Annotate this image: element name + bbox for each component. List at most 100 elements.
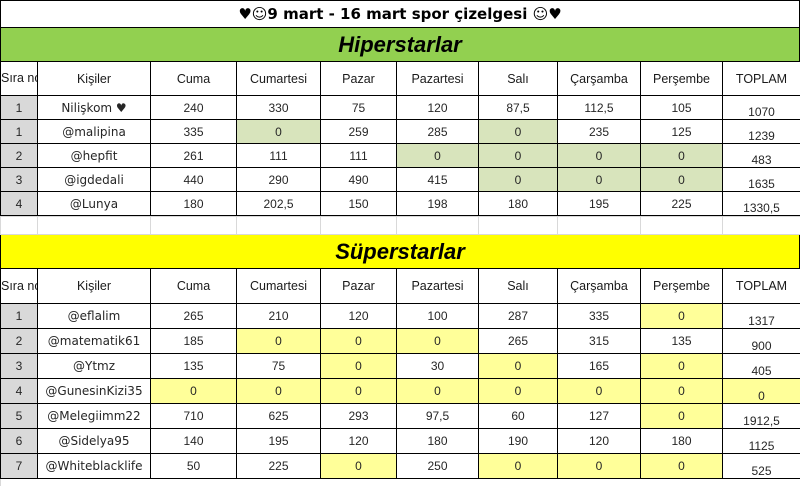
- column-header-pazar[interactable]: Pazar: [320, 61, 397, 96]
- day-value-cell[interactable]: 490: [320, 167, 397, 192]
- column-header-pazartesi[interactable]: Pazartesi: [396, 61, 479, 96]
- person-name-cell[interactable]: @Lunya: [37, 191, 151, 216]
- day-value-cell[interactable]: 111: [236, 143, 321, 168]
- row-number-cell[interactable]: 4: [0, 378, 38, 404]
- column-header-toplam[interactable]: TOPLAM: [722, 268, 800, 304]
- day-value-cell[interactable]: 710: [150, 403, 237, 429]
- day-value-cell[interactable]: 105: [640, 95, 723, 120]
- column-header-carsamba[interactable]: Çarşamba: [557, 268, 641, 304]
- day-value-cell[interactable]: 0: [320, 353, 397, 379]
- person-name-cell[interactable]: @hepfit: [37, 143, 151, 168]
- day-value-cell[interactable]: 0: [478, 353, 558, 379]
- column-header-sali[interactable]: Salı: [478, 61, 558, 96]
- day-value-cell[interactable]: 225: [640, 191, 723, 216]
- day-value-cell[interactable]: 0: [640, 167, 723, 192]
- day-value-cell[interactable]: 180: [478, 191, 558, 216]
- row-number-cell[interactable]: 7: [0, 453, 38, 479]
- column-header-persembe[interactable]: Perşembe: [640, 61, 723, 96]
- day-value-cell[interactable]: 0: [478, 378, 558, 404]
- day-value-cell[interactable]: 180: [396, 428, 479, 454]
- day-value-cell[interactable]: 185: [150, 328, 237, 354]
- column-header-sira-no[interactable]: Sıra no: [0, 268, 38, 304]
- column-header-kisiler[interactable]: Kişiler: [37, 61, 151, 96]
- day-value-cell[interactable]: 0: [396, 378, 479, 404]
- day-value-cell[interactable]: 0: [640, 303, 723, 329]
- column-header-kisiler[interactable]: Kişiler: [37, 268, 151, 304]
- day-value-cell[interactable]: 0: [478, 143, 558, 168]
- day-value-cell[interactable]: 0: [236, 119, 321, 144]
- day-value-cell[interactable]: 265: [150, 303, 237, 329]
- day-value-cell[interactable]: 150: [320, 191, 397, 216]
- day-value-cell[interactable]: 97,5: [396, 403, 479, 429]
- column-header-carsamba[interactable]: Çarşamba: [557, 61, 641, 96]
- total-cell[interactable]: 405: [722, 353, 800, 379]
- day-value-cell[interactable]: 293: [320, 403, 397, 429]
- day-value-cell[interactable]: 225: [236, 453, 321, 479]
- person-name-cell[interactable]: @GunesinKizi35: [37, 378, 151, 404]
- day-value-cell[interactable]: 0: [557, 453, 641, 479]
- row-number-cell[interactable]: 2: [0, 328, 38, 354]
- row-number-cell[interactable]: 1: [0, 303, 38, 329]
- day-value-cell[interactable]: 0: [640, 378, 723, 404]
- day-value-cell[interactable]: 60: [478, 403, 558, 429]
- column-header-toplam[interactable]: TOPLAM: [722, 61, 800, 96]
- day-value-cell[interactable]: 250: [396, 453, 479, 479]
- total-cell[interactable]: 483: [722, 143, 800, 168]
- day-value-cell[interactable]: 0: [640, 353, 723, 379]
- person-name-cell[interactable]: @igdedali: [37, 167, 151, 192]
- column-header-cumartesi[interactable]: Cumartesi: [236, 61, 321, 96]
- day-value-cell[interactable]: 330: [236, 95, 321, 120]
- row-number-cell[interactable]: 4: [0, 191, 38, 216]
- day-value-cell[interactable]: 440: [150, 167, 237, 192]
- day-value-cell[interactable]: 120: [320, 428, 397, 454]
- day-value-cell[interactable]: 335: [557, 303, 641, 329]
- total-cell[interactable]: 525: [722, 453, 800, 479]
- day-value-cell[interactable]: 111: [320, 143, 397, 168]
- total-cell[interactable]: 1317: [722, 303, 800, 329]
- day-value-cell[interactable]: 0: [557, 143, 641, 168]
- section-banner-superstarlar[interactable]: Süperstarlar: [0, 235, 800, 268]
- day-value-cell[interactable]: 165: [557, 353, 641, 379]
- day-value-cell[interactable]: 120: [396, 95, 479, 120]
- day-value-cell[interactable]: 87,5: [478, 95, 558, 120]
- person-name-cell[interactable]: @Sidelya95: [37, 428, 151, 454]
- column-header-cuma[interactable]: Cuma: [150, 61, 237, 96]
- column-header-pazartesi[interactable]: Pazartesi: [396, 268, 479, 304]
- day-value-cell[interactable]: 0: [396, 328, 479, 354]
- day-value-cell[interactable]: 50: [150, 453, 237, 479]
- day-value-cell[interactable]: 120: [320, 303, 397, 329]
- total-cell[interactable]: 1070: [722, 95, 800, 120]
- column-header-cumartesi[interactable]: Cumartesi: [236, 268, 321, 304]
- day-value-cell[interactable]: 235: [557, 119, 641, 144]
- total-cell[interactable]: 0: [722, 378, 800, 404]
- day-value-cell[interactable]: 0: [396, 143, 479, 168]
- person-name-cell[interactable]: @matematik61: [37, 328, 151, 354]
- day-value-cell[interactable]: 202,5: [236, 191, 321, 216]
- column-header-persembe[interactable]: Perşembe: [640, 268, 723, 304]
- person-name-cell[interactable]: Nilişkom ♥: [37, 95, 151, 120]
- row-number-cell[interactable]: 3: [0, 167, 38, 192]
- day-value-cell[interactable]: 285: [396, 119, 479, 144]
- day-value-cell[interactable]: 75: [320, 95, 397, 120]
- day-value-cell[interactable]: 0: [150, 378, 237, 404]
- day-value-cell[interactable]: 0: [320, 328, 397, 354]
- person-name-cell[interactable]: @Whiteblacklife: [37, 453, 151, 479]
- day-value-cell[interactable]: 125: [640, 119, 723, 144]
- column-header-sira-no[interactable]: Sıra no: [0, 61, 38, 96]
- person-name-cell[interactable]: @malipina: [37, 119, 151, 144]
- day-value-cell[interactable]: 265: [478, 328, 558, 354]
- row-number-cell[interactable]: 1: [0, 95, 38, 120]
- day-value-cell[interactable]: 135: [150, 353, 237, 379]
- day-value-cell[interactable]: 0: [640, 453, 723, 479]
- total-cell[interactable]: 1239: [722, 119, 800, 144]
- row-number-cell[interactable]: 5: [0, 403, 38, 429]
- day-value-cell[interactable]: 195: [236, 428, 321, 454]
- total-cell[interactable]: 1125: [722, 428, 800, 454]
- title-cell[interactable]: ♥☺9 mart - 16 mart spor çizelgesi ☺♥: [0, 0, 800, 28]
- total-cell[interactable]: 1912,5: [722, 403, 800, 429]
- day-value-cell[interactable]: 112,5: [557, 95, 641, 120]
- day-value-cell[interactable]: 127: [557, 403, 641, 429]
- row-number-cell[interactable]: 1: [0, 119, 38, 144]
- day-value-cell[interactable]: 0: [320, 453, 397, 479]
- day-value-cell[interactable]: 190: [478, 428, 558, 454]
